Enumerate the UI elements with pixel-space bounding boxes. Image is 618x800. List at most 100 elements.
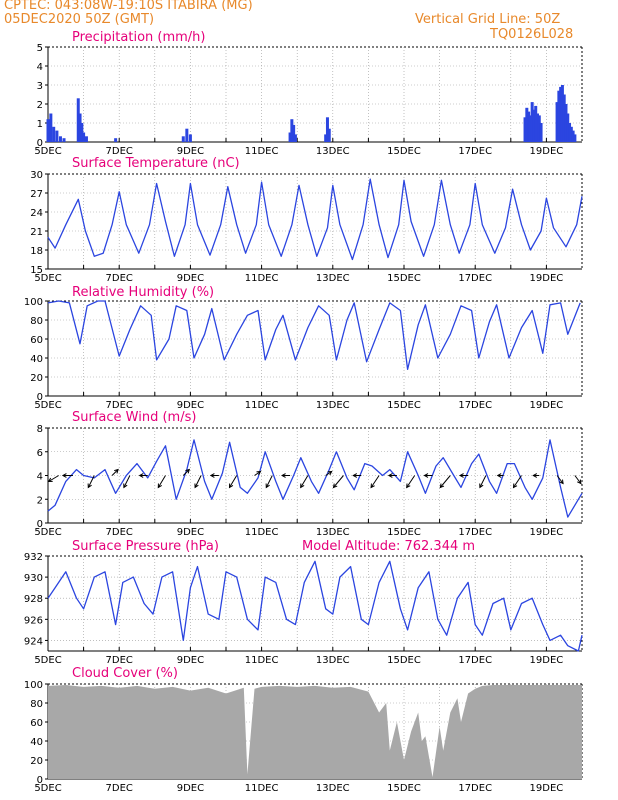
grid-line-header: Vertical Grid Line: 50Z — [415, 12, 561, 27]
precip-title: Precipitation (mm/h) — [72, 30, 206, 45]
pressure-xtick-label: 5DEC — [34, 655, 61, 666]
rh-ytick-label: 20 — [30, 373, 43, 384]
precip-bar — [560, 85, 564, 142]
wind-xtick-label: 11DEC — [245, 527, 279, 538]
wind-vector — [439, 475, 451, 488]
cloud-ytick-label: 20 — [30, 756, 43, 767]
wind-vector-head — [387, 473, 393, 478]
precip-bar — [325, 117, 329, 142]
pressure-xtick-label: 11DEC — [245, 655, 279, 666]
precip-xtick-label: 17DEC — [458, 146, 492, 157]
wind-ytick-label: 2 — [37, 495, 43, 506]
wind-vector-head — [123, 483, 128, 489]
cloud-ytick-label: 40 — [30, 737, 43, 748]
precip-bar — [571, 130, 575, 142]
wind-vector — [333, 475, 344, 488]
cloud-xtick-label: 15DEC — [387, 783, 421, 794]
rh-xtick-label: 15DEC — [387, 400, 421, 411]
temp-ytick-label: 27 — [30, 189, 43, 200]
precip-bar — [288, 132, 292, 142]
precip-bar — [290, 119, 294, 142]
precip-bar — [49, 113, 53, 142]
temp-ytick-label: 30 — [30, 170, 43, 181]
precip-bar — [52, 126, 56, 142]
precip-bar — [523, 117, 527, 142]
temp-ytick-label: 15 — [30, 265, 43, 276]
station-header: CPTEC: 043:08W-19:10S ITABIRA (MG) — [4, 0, 253, 13]
precip-bar — [76, 98, 80, 142]
precip-bar — [84, 136, 88, 142]
wind-vector-head — [352, 473, 358, 478]
cloud-xtick-label: 13DEC — [316, 783, 350, 794]
precip-bar — [527, 111, 531, 142]
temp-ytick-label: 18 — [30, 246, 43, 257]
precip-bar — [555, 102, 559, 142]
precip-bar — [293, 134, 297, 142]
wind-vector-head — [327, 470, 333, 476]
pressure-xtick-label: 17DEC — [458, 655, 492, 666]
wind-vector — [300, 475, 309, 488]
wind-vector-head — [406, 483, 411, 489]
wind-vector-head — [496, 473, 502, 478]
pressure-title: Surface Pressure (hPa) — [72, 539, 219, 554]
wind-vector-head — [265, 483, 270, 489]
temp-series-line — [47, 178, 583, 261]
precip-xtick-label: 5DEC — [34, 146, 61, 157]
rh-ytick-label: 40 — [30, 354, 43, 365]
wind-vector-head — [194, 483, 199, 489]
pressure-series-line — [47, 560, 583, 652]
wind-xtick-label: 13DEC — [316, 527, 350, 538]
temp-xtick-label: 17DEC — [458, 273, 492, 284]
wind-vector-head — [512, 483, 518, 489]
precip-xtick-label: 9DEC — [177, 146, 204, 157]
precip-bar — [185, 128, 189, 142]
precip-bar — [58, 136, 62, 142]
rh-xtick-label: 17DEC — [458, 400, 492, 411]
wind-vector — [229, 475, 238, 488]
precip-bar — [534, 105, 538, 142]
precip-bar — [566, 113, 570, 142]
temp-xtick-label: 13DEC — [316, 273, 350, 284]
pressure-xtick-label: 13DEC — [316, 655, 350, 666]
precip-bar — [327, 128, 331, 142]
precip-ytick-label: 0 — [37, 138, 43, 149]
wind-vector-head — [577, 479, 582, 485]
wind-vector — [123, 475, 131, 488]
wind-vector-head — [256, 470, 262, 476]
precip-bar — [569, 126, 573, 142]
precip-bar — [525, 107, 529, 142]
precip-xtick-label: 19DEC — [530, 146, 564, 157]
wind-vector — [48, 475, 59, 482]
precip-bar — [55, 130, 59, 142]
cloud-ytick-label: 80 — [30, 699, 43, 710]
wind-vector-head — [459, 473, 464, 478]
wind-ytick-label: 4 — [37, 472, 43, 483]
wind-xtick-label: 19DEC — [530, 527, 564, 538]
wind-vector-head — [47, 477, 53, 483]
pressure-ytick-label: 924 — [24, 636, 43, 647]
wind-ytick-label: 8 — [37, 424, 43, 435]
precip-bar — [537, 115, 541, 142]
pressure-xtick-label: 7DEC — [106, 655, 133, 666]
wind-vector — [254, 471, 261, 476]
rh-ytick-label: 80 — [30, 316, 43, 327]
precip-bar — [292, 124, 296, 142]
temp-xtick-label: 15DEC — [387, 273, 421, 284]
wind-vector — [194, 475, 202, 488]
wind-vector-head — [439, 483, 445, 489]
precip-ytick-label: 5 — [37, 43, 43, 54]
run-date-header: 05DEC2020 50Z (GMT) — [4, 12, 155, 27]
wind-vector — [556, 475, 564, 484]
precip-ytick-label: 4 — [37, 62, 43, 73]
wind-vector-head — [300, 483, 305, 489]
precip-bar — [564, 104, 568, 142]
wind-vector-head — [532, 473, 538, 478]
cloud-ytick-label: 0 — [37, 775, 43, 786]
precip-bar — [539, 123, 543, 142]
cloud-xtick-label: 11DEC — [245, 783, 279, 794]
temp-ytick-label: 21 — [30, 227, 43, 238]
wind-vector-head — [185, 468, 191, 474]
rh-xtick-label: 13DEC — [316, 400, 350, 411]
model-altitude: Model Altitude: 762.344 m — [302, 539, 476, 554]
